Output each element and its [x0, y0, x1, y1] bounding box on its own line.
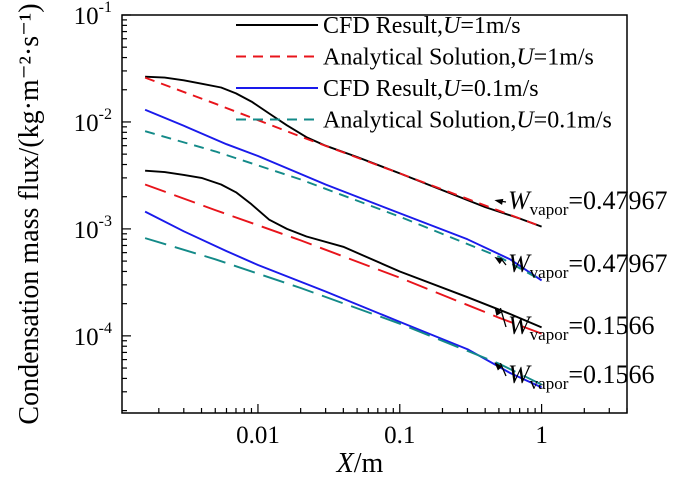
y-tick-label: 10-4 — [74, 320, 112, 351]
annotation-arrow-line — [499, 362, 507, 377]
legend-label-4: Analytical Solution,U=0.1m/s — [323, 108, 612, 134]
series-line-1 — [145, 75, 542, 228]
y-tick-label: 10-3 — [74, 213, 112, 244]
x-tick-label: 0.1 — [384, 422, 415, 449]
annotation-arrowhead — [494, 198, 504, 205]
annotation-arrowhead — [494, 256, 504, 265]
legend: CFD Result,U=1m/s Analytical Solution,U=1… — [236, 13, 612, 134]
series-line-3 — [144, 108, 543, 282]
annotation-arrowhead — [494, 307, 502, 316]
series-line-6 — [144, 183, 542, 335]
annotation-arrowhead — [494, 362, 503, 371]
legend-label-2: Analytical Solution,U=1m/s — [323, 45, 594, 71]
x-tick-label: 1 — [535, 422, 548, 449]
x-tick-label: 0.01 — [236, 422, 280, 449]
series-line-4 — [144, 130, 543, 282]
plot-area-frame — [121, 14, 628, 414]
w-vapor-label: Wvapor=0.47967 — [508, 249, 668, 282]
x-axis-title: X/m — [336, 448, 384, 479]
y-axis-title: Condensation mass flux/(kg·m⁻²·s⁻¹) — [14, 3, 45, 424]
y-tick-label: 10-2 — [74, 106, 112, 137]
w-vapor-label: Wvapor=0.1566 — [508, 360, 655, 393]
series-line-8 — [144, 237, 543, 386]
y-tick-label: 10-1 — [74, 0, 112, 30]
series-line-5 — [145, 169, 542, 329]
annotation-arrow-line — [499, 307, 507, 328]
axis-ticks: 0.01 0.1 1 10-4 10-3 10-2 10-1 — [74, 0, 628, 449]
legend-label-3: CFD Result,U=0.1m/s — [323, 76, 539, 102]
annotations: Wvapor=0.47967 Wvapor=0.47967 Wvapor=0.156… — [494, 186, 668, 393]
legend-label-1: CFD Result,U=1m/s — [323, 13, 521, 39]
w-vapor-label: Wvapor=0.1566 — [508, 311, 655, 344]
series-line-7 — [144, 210, 542, 389]
w-vapor-label: Wvapor=0.47967 — [508, 186, 668, 219]
